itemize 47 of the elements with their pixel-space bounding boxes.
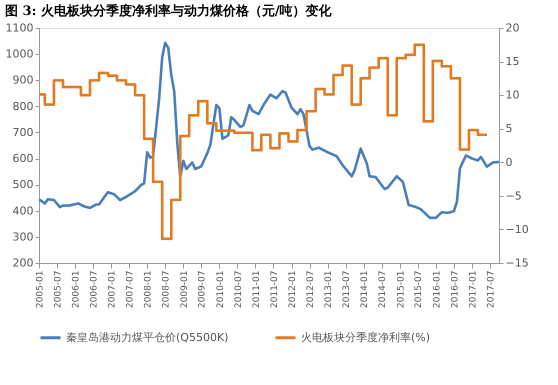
y2-tick-label: 15	[506, 55, 520, 68]
y-tick-label: 900	[12, 74, 34, 87]
y-tick-label: 500	[12, 178, 34, 192]
x-tick-label: 2005-01	[36, 270, 46, 308]
x-tick-label: 2009-01	[180, 270, 190, 308]
x-tick-label: 2012-01	[288, 270, 298, 308]
legend-label: 秦皇岛港动力煤平仓价(Q5500K)	[66, 330, 228, 344]
x-tick-label: 2016-07	[450, 270, 460, 308]
y-tick-label: 1000	[6, 48, 34, 61]
y-tick-label: 800	[12, 100, 34, 113]
x-tick-label: 2015-07	[414, 270, 424, 308]
x-tick-label: 2014-01	[360, 270, 370, 308]
y2-tick-label: 5	[506, 122, 512, 136]
y-tick-label: 400	[12, 204, 34, 218]
x-tick-label: 2015-01	[396, 270, 406, 308]
x-tick-label: 2013-01	[324, 270, 334, 308]
x-tick-label: 2007-01	[108, 270, 118, 308]
x-tick-label: 2010-01	[216, 270, 226, 308]
y-tick-label: 600	[12, 152, 34, 166]
x-tick-label: 2012-07	[306, 270, 316, 308]
x-tick-label: 2017-01	[468, 270, 479, 308]
x-tick-label: 2017-07	[486, 270, 496, 308]
y2-tick-label: −10	[506, 222, 529, 236]
x-tick-label: 2008-07	[162, 270, 172, 308]
x-tick-label: 2006-01	[72, 270, 82, 308]
x-tick-label: 2010-07	[234, 270, 244, 308]
y2-tick-label: 0	[506, 156, 512, 169]
chart-title: 图 3: 火电板块分季度净利率与动力煤价格（元/吨）变化	[5, 3, 333, 19]
y-tick-label: 300	[12, 230, 34, 244]
y-tick-label: 200	[12, 256, 34, 270]
y2-tick-label: −15	[506, 256, 529, 270]
legend-label: 火电板块分季度净利率(%)	[301, 330, 430, 344]
x-tick-label: 2011-01	[252, 270, 262, 308]
y2-tick-label: −5	[506, 189, 522, 202]
x-tick-label: 2014-07	[378, 270, 388, 308]
y2-tick-label: 10	[506, 88, 520, 102]
y-tick-label: 700	[12, 126, 34, 139]
x-tick-label: 2006-07	[89, 270, 100, 308]
x-tick-label: 2011-07	[270, 270, 280, 308]
x-tick-label: 2016-01	[432, 270, 442, 308]
x-tick-label: 2009-07	[198, 270, 208, 308]
x-tick-label: 2013-07	[342, 270, 352, 308]
x-tick-label: 2007-07	[126, 270, 136, 308]
y2-tick-label: 20	[506, 22, 520, 34]
y-tick-label: 1100	[6, 22, 34, 34]
x-tick-label: 2008-01	[144, 270, 154, 308]
x-tick-label: 2005-07	[53, 270, 64, 308]
